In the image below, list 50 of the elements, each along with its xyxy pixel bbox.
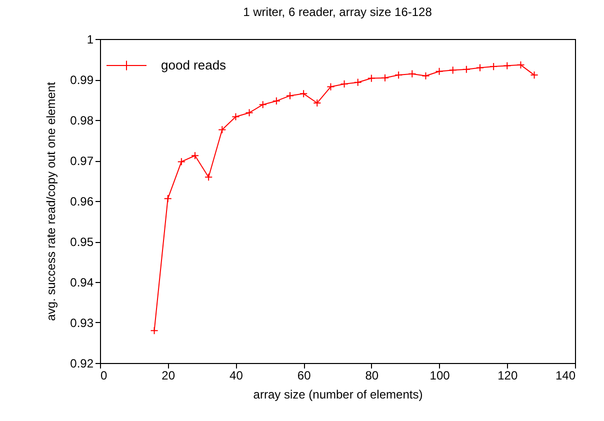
y-tick-label: 0.97 bbox=[70, 154, 94, 168]
point bbox=[204, 173, 213, 182]
point bbox=[272, 96, 280, 105]
y-tick-label: 0.99 bbox=[70, 73, 94, 87]
point bbox=[245, 108, 254, 117]
x-tick-label: 20 bbox=[162, 368, 176, 382]
point bbox=[394, 71, 403, 80]
point bbox=[448, 66, 457, 74]
y-tick-label: 0.98 bbox=[70, 114, 94, 128]
x-tick-label: 100 bbox=[430, 368, 450, 382]
point bbox=[218, 126, 226, 134]
point bbox=[313, 98, 322, 108]
y-tick-label: 0.95 bbox=[70, 235, 94, 249]
point bbox=[258, 100, 267, 109]
point bbox=[326, 82, 335, 91]
point bbox=[177, 158, 186, 166]
point bbox=[503, 62, 512, 70]
x-tick-label: 120 bbox=[498, 368, 518, 382]
y-tick-label: 0.93 bbox=[70, 316, 94, 330]
x-tick-label: 0 bbox=[100, 368, 108, 382]
point bbox=[435, 67, 444, 76]
x-tick-label: 80 bbox=[365, 368, 379, 382]
point bbox=[422, 72, 430, 80]
x-tick-label: 140 bbox=[555, 368, 576, 382]
legend-label: good reads bbox=[161, 58, 227, 72]
point bbox=[286, 92, 294, 100]
point bbox=[408, 70, 416, 78]
point bbox=[490, 62, 498, 71]
chart-title: 1 writer, 6 reader, array size 16-128 bbox=[243, 5, 432, 19]
y-tick-label: 0.96 bbox=[70, 194, 94, 208]
point bbox=[462, 65, 470, 74]
point bbox=[530, 71, 538, 80]
point bbox=[150, 326, 158, 335]
point bbox=[354, 78, 362, 86]
point bbox=[300, 90, 308, 98]
x-tick-label: 40 bbox=[230, 368, 244, 382]
point bbox=[190, 152, 200, 160]
x-tick-label: 60 bbox=[297, 368, 312, 382]
x-axis-title: array size (number of elements) bbox=[253, 388, 423, 402]
point bbox=[232, 112, 240, 121]
y-axis-title: avg. success rate read/copy out one element bbox=[44, 81, 58, 321]
point bbox=[367, 74, 376, 82]
point bbox=[380, 74, 390, 82]
y-tick-label: 1 bbox=[86, 32, 94, 46]
point bbox=[516, 60, 525, 69]
point bbox=[476, 64, 484, 72]
y-tick-label: 0.92 bbox=[70, 356, 94, 370]
point bbox=[164, 194, 172, 203]
point bbox=[340, 80, 348, 88]
y-tick-label: 0.94 bbox=[70, 276, 94, 290]
